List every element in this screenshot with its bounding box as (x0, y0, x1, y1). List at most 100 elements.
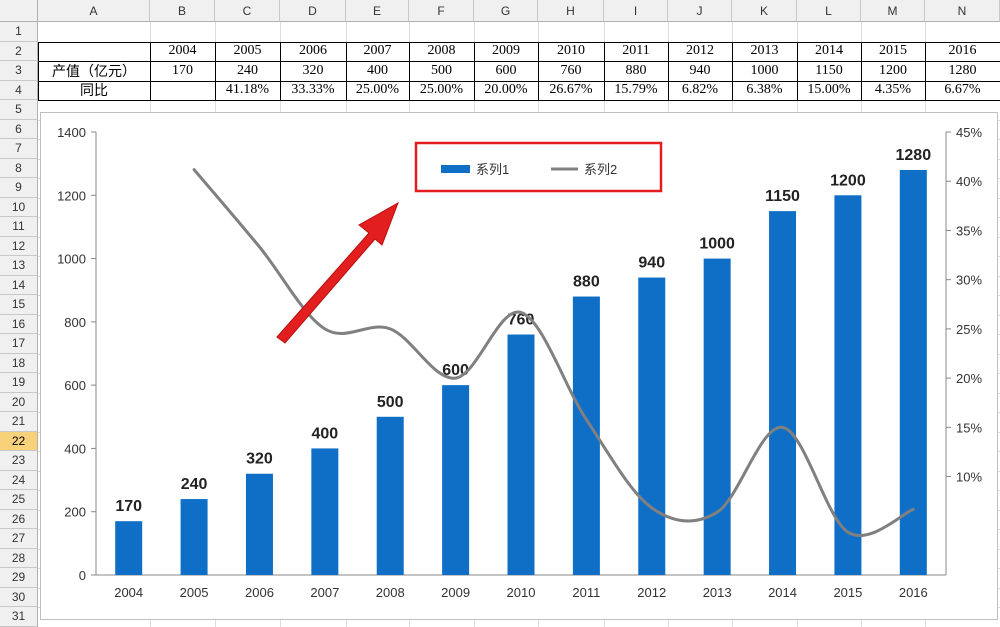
row-header-3[interactable]: 3 (0, 61, 38, 81)
yoy-cell[interactable]: 4.35% (874, 82, 912, 98)
row-header-10[interactable]: 10 (0, 197, 38, 217)
column-header-f[interactable]: F (409, 0, 474, 22)
yoy-cell[interactable]: 6.82% (681, 82, 719, 98)
year-cell[interactable]: 2013 (750, 43, 779, 59)
yoy-cell[interactable]: 6.67% (944, 82, 981, 98)
row-header-19[interactable]: 19 (0, 373, 38, 393)
row-header-25[interactable]: 25 (0, 490, 38, 510)
output-cell[interactable]: 600 (495, 62, 517, 78)
yoy-cell[interactable]: 41.18% (225, 82, 270, 98)
output-cell[interactable]: 400 (367, 62, 388, 78)
year-cell[interactable]: 2007 (363, 43, 392, 59)
yoy-row-label[interactable]: 同比 (80, 84, 108, 100)
yoy-cell[interactable]: 6.38% (746, 82, 783, 98)
row-header-4[interactable]: 4 (0, 80, 38, 100)
column-header-j[interactable]: J (668, 0, 732, 22)
row-header-17[interactable]: 17 (0, 334, 38, 354)
year-cell[interactable]: 2011 (622, 43, 650, 59)
column-header-b[interactable]: B (150, 0, 215, 22)
year-cell[interactable]: 2012 (686, 43, 714, 59)
yoy-cell[interactable]: 26.67% (549, 82, 593, 98)
row-header-5[interactable]: 5 (0, 100, 38, 120)
row-header-28[interactable]: 28 (0, 548, 38, 568)
row-header-9[interactable]: 9 (0, 178, 38, 198)
row-header-24[interactable]: 24 (0, 470, 38, 490)
bar (507, 334, 535, 575)
x-tick-label: 2010 (507, 585, 536, 600)
column-header-n[interactable]: N (925, 0, 1000, 22)
year-cell[interactable]: 2005 (233, 43, 262, 59)
x-tick-label: 2011 (572, 585, 600, 600)
year-cell[interactable]: 2014 (815, 43, 843, 59)
bar-data-label: 1280 (896, 147, 932, 164)
row-header-27[interactable]: 27 (0, 529, 38, 549)
output-cell[interactable]: 1150 (815, 62, 843, 78)
yoy-cell[interactable] (150, 81, 215, 101)
x-tick-label: 2009 (441, 585, 470, 600)
output-cell[interactable]: 170 (172, 62, 193, 78)
column-header-h[interactable]: H (538, 0, 604, 22)
output-cell[interactable]: 940 (689, 62, 711, 78)
x-tick-label: 2012 (637, 585, 666, 600)
output-cell[interactable]: 1280 (948, 62, 977, 78)
row-header-8[interactable]: 8 (0, 158, 38, 178)
yoy-cell[interactable]: 15.79% (614, 82, 658, 98)
output-row-label[interactable]: 产值（亿元） (52, 64, 136, 80)
row-header-15[interactable]: 15 (0, 295, 38, 315)
output-cell[interactable]: 1000 (750, 62, 779, 78)
column-header-g[interactable]: G (474, 0, 538, 22)
column-header-m[interactable]: M (861, 0, 925, 22)
yoy-cell[interactable]: 25.00% (419, 82, 464, 98)
yoy-cell[interactable]: 33.33% (291, 82, 335, 98)
output-cell[interactable]: 500 (431, 62, 452, 78)
select-all-corner[interactable] (0, 0, 38, 22)
yoy-cell[interactable]: 20.00% (484, 82, 528, 98)
output-cell[interactable]: 320 (302, 62, 324, 78)
column-header-k[interactable]: K (732, 0, 797, 22)
year-cell[interactable]: 2006 (299, 43, 327, 59)
column-header-i[interactable]: I (604, 0, 668, 22)
bar (376, 416, 404, 575)
row-header-21[interactable]: 21 (0, 412, 38, 432)
row-header-2[interactable]: 2 (0, 41, 38, 61)
year-cell[interactable]: 2010 (557, 43, 585, 59)
row-header-18[interactable]: 18 (0, 353, 38, 373)
yoy-cell[interactable]: 15.00% (807, 82, 851, 98)
column-header-l[interactable]: L (797, 0, 861, 22)
row-header-16[interactable]: 16 (0, 314, 38, 334)
y-tick-label: 800 (64, 315, 86, 330)
row-header-23[interactable]: 23 (0, 451, 38, 471)
combo-chart[interactable]: 0 200 400 600 800 1000 1200 1400 10% 15% 20% 25% 30%… (40, 112, 998, 620)
column-header-c[interactable]: C (215, 0, 280, 22)
year-cell[interactable]: 2008 (427, 43, 456, 59)
year-cell[interactable]: 2009 (492, 43, 520, 59)
row-header-1[interactable]: 1 (0, 22, 38, 42)
row-header-14[interactable]: 14 (0, 275, 38, 295)
row-header-11[interactable]: 11 (0, 217, 38, 237)
row-header-12[interactable]: 12 (0, 236, 38, 256)
row-header-13[interactable]: 13 (0, 256, 38, 276)
output-cell[interactable]: 760 (560, 62, 582, 78)
year-cell[interactable]: 2015 (879, 43, 907, 59)
year-cell[interactable]: 2016 (948, 43, 977, 59)
output-cell[interactable]: 1200 (879, 62, 907, 78)
row-header-30[interactable]: 30 (0, 587, 38, 607)
yoy-cell[interactable]: 25.00% (355, 82, 400, 98)
output-cell[interactable]: 240 (237, 62, 258, 78)
column-header-d[interactable]: D (280, 0, 346, 22)
output-cell[interactable]: 880 (625, 62, 647, 78)
y2-tick-label: 35% (956, 223, 982, 238)
row-header-22[interactable]: 22 (0, 431, 38, 451)
year-cell[interactable]: 2004 (168, 43, 197, 59)
row-header-29[interactable]: 29 (0, 568, 38, 588)
row-header-26[interactable]: 26 (0, 509, 38, 529)
legend-label-series2: 系列2 (584, 162, 617, 177)
row-header-7[interactable]: 7 (0, 139, 38, 159)
bar (899, 169, 927, 575)
row-header-6[interactable]: 6 (0, 119, 38, 139)
column-header-e[interactable]: E (346, 0, 409, 22)
column-header-a[interactable]: A (38, 0, 150, 22)
x-tick-label: 2007 (310, 585, 339, 600)
row-header-20[interactable]: 20 (0, 392, 38, 412)
row-header-31[interactable]: 31 (0, 607, 38, 627)
